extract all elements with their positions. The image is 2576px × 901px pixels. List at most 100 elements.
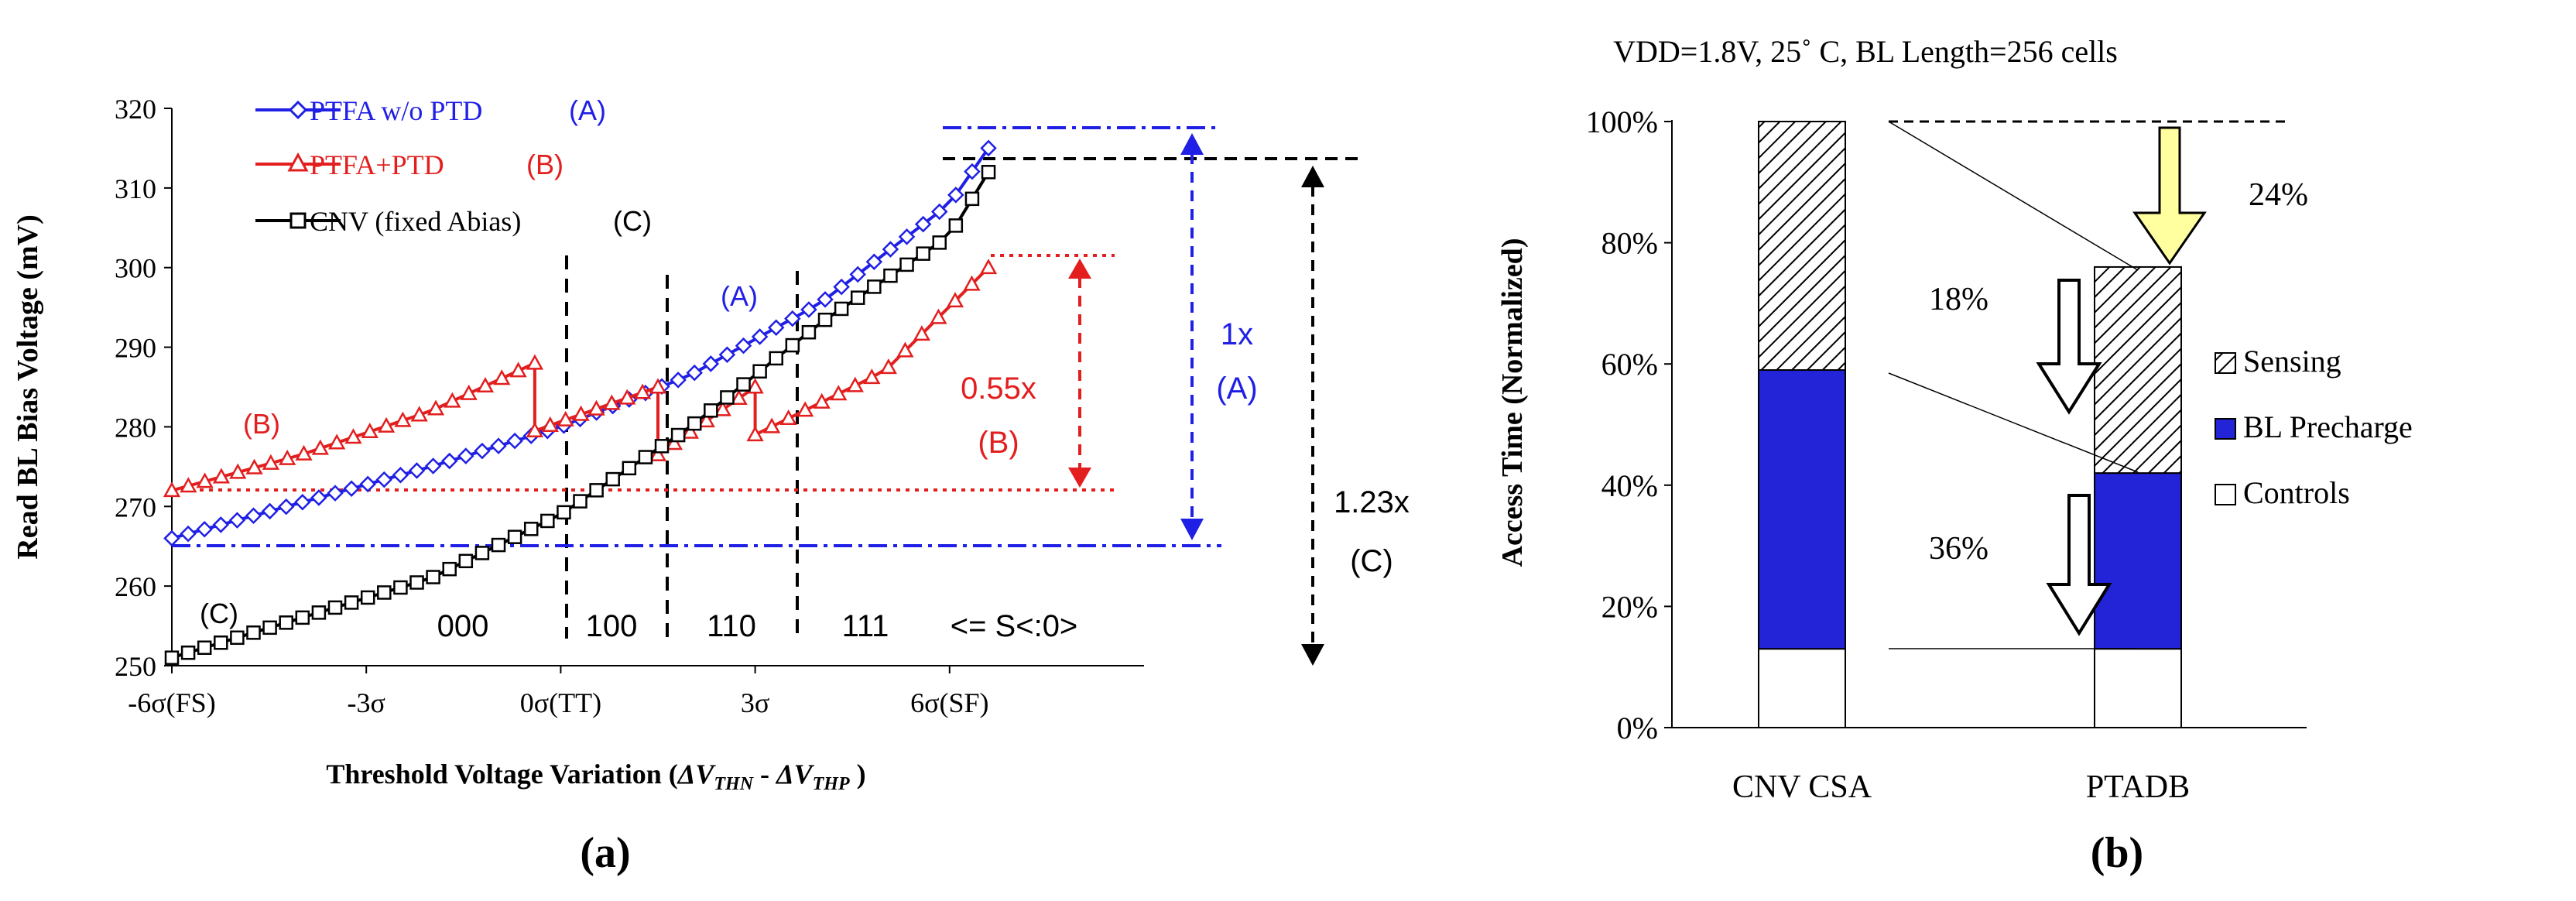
series-a xyxy=(163,139,997,547)
chart-b-ytick-label: 80% xyxy=(1601,226,1658,261)
data-point-marker xyxy=(981,165,996,180)
data-point-marker xyxy=(246,625,261,640)
annotation-36: 36% xyxy=(1929,531,1989,567)
data-point-marker xyxy=(540,513,555,529)
data-point-marker xyxy=(863,368,881,385)
data-point-marker xyxy=(779,409,797,426)
chart-a-ytick-label: 280 xyxy=(115,412,156,443)
data-point-marker xyxy=(359,475,376,493)
chart-b-category-label: PTADB xyxy=(2086,769,2190,805)
data-point-marker xyxy=(440,452,458,470)
chart-b-title: VDD=1.8V, 25˚ C, BL Length=256 cells xyxy=(1613,34,2118,69)
data-point-marker xyxy=(605,471,620,487)
data-point-marker xyxy=(898,228,916,245)
reduction-arrow-18 xyxy=(2036,279,2102,415)
data-point-marker xyxy=(850,290,865,305)
data-point-marker xyxy=(882,241,899,258)
data-point-marker xyxy=(702,355,720,372)
data-point-marker xyxy=(457,447,474,464)
annotation-18: 18% xyxy=(1929,282,1989,317)
data-point-marker xyxy=(164,650,180,665)
chart-b-ytick-label: 100% xyxy=(1586,104,1658,139)
data-point-marker xyxy=(196,472,214,488)
data-point-marker xyxy=(507,529,522,544)
data-point-marker xyxy=(963,275,981,291)
legend-label-controls: Controls xyxy=(2243,475,2350,510)
data-point-marker xyxy=(328,433,346,450)
curve-tag-c: (C) xyxy=(200,598,238,629)
data-point-marker xyxy=(245,507,262,525)
data-point-marker xyxy=(394,411,412,427)
data-point-marker xyxy=(865,253,883,271)
data-point-marker xyxy=(979,259,998,275)
data-point-marker xyxy=(670,372,687,389)
data-point-marker xyxy=(784,310,801,327)
data-point-marker xyxy=(572,405,590,421)
data-point-marker xyxy=(849,266,866,283)
code-region-dividers xyxy=(565,255,799,639)
data-point-marker xyxy=(180,477,197,493)
chart-a-ylabel: Read BL Bias Voltage (mV) xyxy=(12,214,44,559)
legend-c-label: CNV (fixed Abias) xyxy=(310,206,521,237)
data-point-marker xyxy=(948,218,964,233)
data-point-marker xyxy=(751,328,769,345)
connector-precharge xyxy=(1888,372,2139,473)
data-point-marker xyxy=(474,442,491,460)
data-point-marker xyxy=(460,384,478,400)
data-point-marker xyxy=(932,235,947,250)
annotation-24: 24% xyxy=(2249,177,2308,213)
data-point-marker xyxy=(670,427,686,443)
data-point-marker xyxy=(245,458,263,474)
data-point-marker xyxy=(913,325,931,341)
legend-swatch-controls xyxy=(2215,484,2236,505)
data-point-marker xyxy=(262,454,280,470)
legend-label-sensing: Sensing xyxy=(2243,344,2341,379)
data-point-marker xyxy=(229,463,247,479)
data-point-marker xyxy=(833,278,850,296)
data-point-marker xyxy=(163,481,181,498)
data-point-marker xyxy=(295,610,310,625)
data-point-marker xyxy=(879,358,897,375)
data-point-marker xyxy=(785,337,800,353)
data-point-marker xyxy=(344,595,359,610)
data-point-marker xyxy=(277,498,295,516)
data-point-marker xyxy=(444,392,461,408)
data-point-marker xyxy=(474,546,490,560)
data-point-marker xyxy=(587,399,605,416)
data-point-marker xyxy=(557,505,571,520)
chart-a-xtick-label: -3σ xyxy=(347,687,385,718)
bar-controls-1 xyxy=(2094,648,2182,729)
data-point-marker xyxy=(212,468,231,484)
annotation-c-tag: (C) xyxy=(1350,544,1393,578)
data-point-marker xyxy=(490,437,507,454)
data-point-marker xyxy=(180,645,196,660)
data-point-marker xyxy=(523,522,539,536)
code-label-111: 111 xyxy=(842,609,889,643)
data-point-marker xyxy=(736,377,751,392)
data-point-marker xyxy=(665,434,683,450)
chart-b-ylabel: Access Time (Normalized) xyxy=(1496,238,1529,567)
reduction-arrow-36 xyxy=(2046,494,2112,636)
code-label-100: 100 xyxy=(586,609,638,643)
code-label-110: 110 xyxy=(707,609,756,643)
legend-b-tag: (B) xyxy=(526,149,564,180)
data-point-marker xyxy=(883,268,898,283)
data-point-marker xyxy=(714,400,731,416)
data-point-marker xyxy=(377,585,392,600)
data-point-marker xyxy=(393,580,408,595)
chart-b-panel-label: (b) xyxy=(2091,829,2143,877)
annotation-b-ratio: 0.55x xyxy=(961,372,1036,406)
chart-b-ytick-label: 40% xyxy=(1601,468,1658,503)
data-point-marker xyxy=(817,312,833,327)
chart-b-ytick-label: 0% xyxy=(1617,711,1658,745)
chart-a-ytick-label: 270 xyxy=(115,492,156,522)
data-point-marker xyxy=(230,630,245,646)
data-point-marker xyxy=(964,191,980,207)
data-point-marker xyxy=(526,354,544,370)
legend-b-label: PTFA+PTD xyxy=(310,149,444,180)
data-point-marker xyxy=(654,439,670,454)
data-point-marker xyxy=(730,389,748,406)
data-point-marker xyxy=(541,416,559,432)
data-point-marker xyxy=(261,502,279,520)
data-point-marker xyxy=(746,378,764,394)
